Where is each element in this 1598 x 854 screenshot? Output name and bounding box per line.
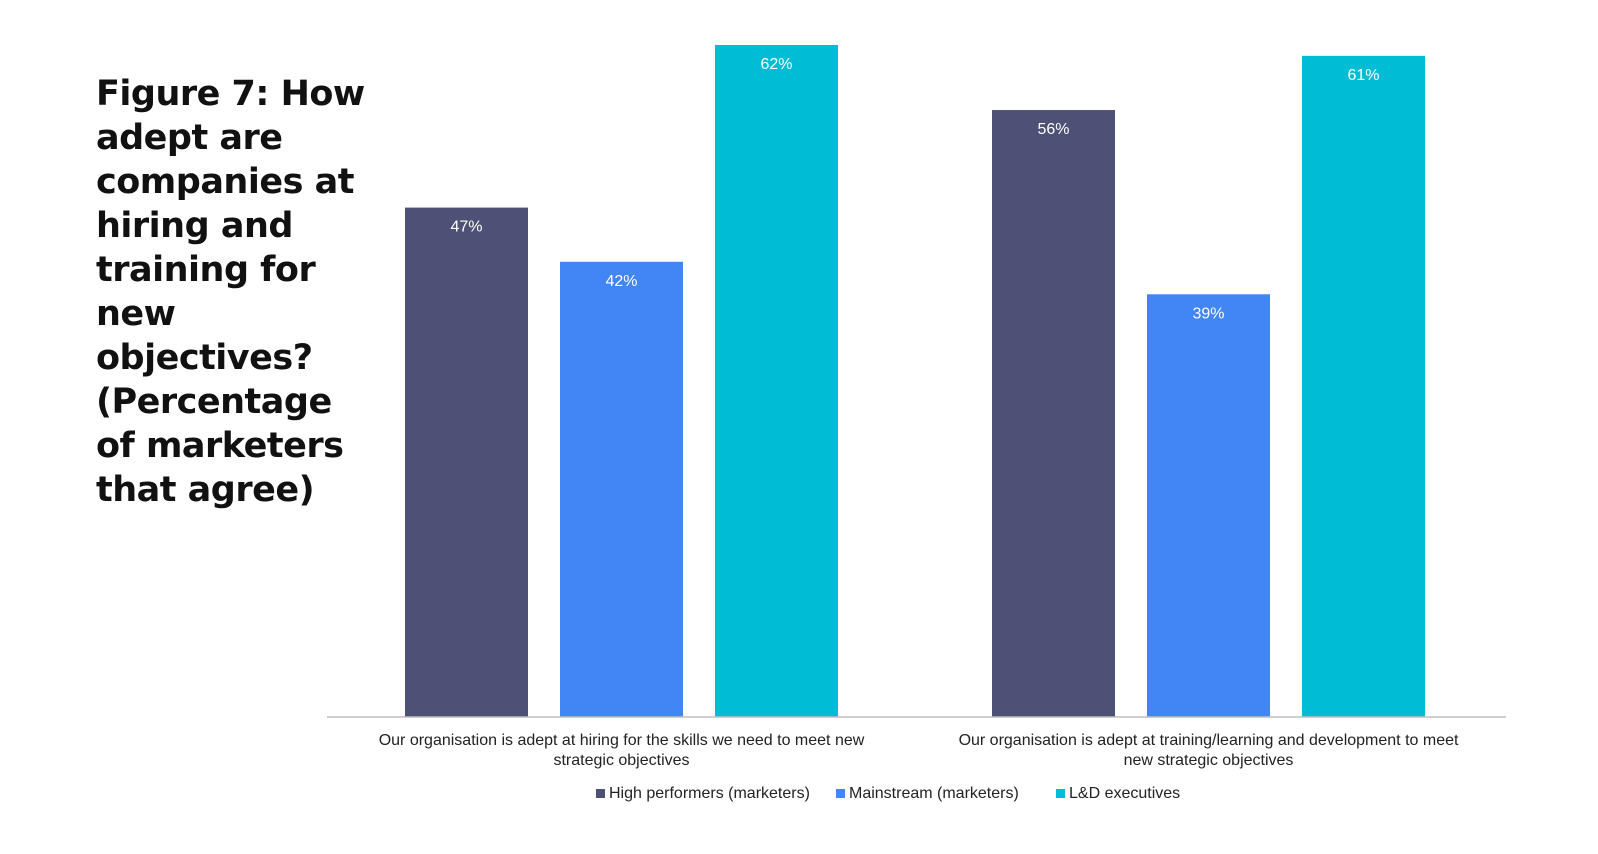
bar-2-1 (992, 110, 1115, 718)
labels-layer: 47% 42% 62% Our organisation is adept at hi… (379, 56, 1459, 769)
bar-2-3 (1302, 55, 1425, 718)
data-label: 62% (760, 56, 792, 73)
category-label: strategic objectives (553, 752, 689, 769)
category-label: Our organisation is adept at training/le… (959, 732, 1459, 749)
legend-swatch (836, 789, 845, 798)
bars-layer (405, 45, 1425, 718)
legend-label: L&D executives (1069, 785, 1180, 802)
legend-item: Mainstream (marketers) (836, 785, 1019, 802)
data-label: 39% (1192, 305, 1224, 322)
bar-1-3 (715, 45, 838, 717)
legend: High performers (marketers) Mainstream (m… (596, 785, 1180, 802)
data-label: 47% (450, 219, 482, 236)
legend-swatch (596, 789, 605, 798)
category-label: new strategic objectives (1124, 752, 1294, 769)
data-label: 42% (605, 273, 637, 290)
bar-1-1 (405, 207, 528, 718)
bar-1-2 (560, 261, 683, 717)
legend-label: Mainstream (marketers) (849, 785, 1019, 802)
data-label: 61% (1347, 67, 1379, 84)
legend-item: High performers (marketers) (596, 785, 810, 802)
category-label: Our organisation is adept at hiring for … (379, 732, 865, 749)
data-label: 56% (1037, 121, 1069, 138)
bar-2-2 (1147, 294, 1270, 717)
legend-swatch (1056, 789, 1065, 798)
legend-label: High performers (marketers) (609, 785, 810, 802)
chart-title: Figure 7: How adept are companies at hir… (96, 74, 365, 510)
legend-item: L&D executives (1056, 785, 1180, 802)
